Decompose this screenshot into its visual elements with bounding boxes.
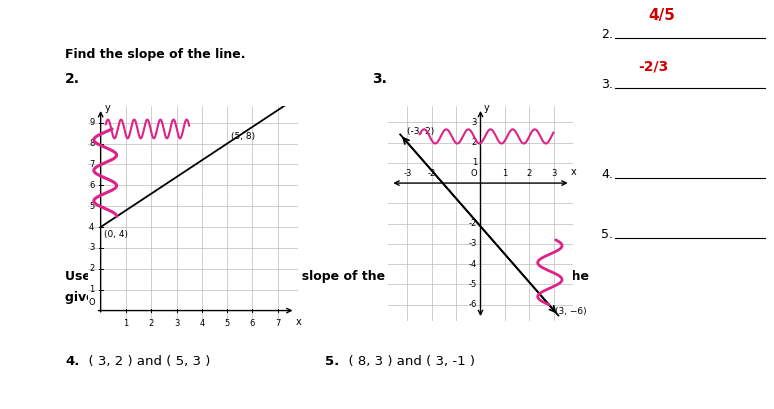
Text: 2: 2 <box>471 138 477 147</box>
Text: x: x <box>296 317 301 327</box>
Text: 5.: 5. <box>601 228 613 241</box>
Text: Use the slope formula to find the slope of the line that passes through the
give: Use the slope formula to find the slope … <box>65 270 589 304</box>
Text: 4/5: 4/5 <box>648 8 675 23</box>
Text: 3.: 3. <box>372 72 387 86</box>
Text: 1: 1 <box>471 158 477 167</box>
Text: O: O <box>471 169 477 178</box>
Text: 2: 2 <box>526 169 532 178</box>
Text: 1: 1 <box>123 319 128 328</box>
Text: 5: 5 <box>89 202 94 211</box>
Text: 2.: 2. <box>65 72 80 86</box>
Text: 3: 3 <box>174 319 180 328</box>
Text: 4.: 4. <box>65 355 80 368</box>
Text: 7: 7 <box>89 160 94 169</box>
Text: 4: 4 <box>89 222 94 231</box>
Text: 9: 9 <box>89 118 94 127</box>
Text: -4: -4 <box>468 260 477 269</box>
Text: 3.: 3. <box>601 78 613 91</box>
Text: (-3, 2): (-3, 2) <box>407 128 435 137</box>
Text: (5, 8): (5, 8) <box>231 133 255 142</box>
Text: 4.: 4. <box>601 168 613 181</box>
Text: 3: 3 <box>471 118 477 127</box>
Text: 6: 6 <box>250 319 255 328</box>
Text: y: y <box>485 103 490 113</box>
Text: -2: -2 <box>468 219 477 228</box>
Text: 3: 3 <box>551 169 557 178</box>
Text: 7: 7 <box>275 319 280 328</box>
Text: 6: 6 <box>89 181 94 190</box>
Text: y: y <box>104 103 110 113</box>
Text: 4: 4 <box>199 319 204 328</box>
Text: 1: 1 <box>502 169 508 178</box>
Text: 1: 1 <box>89 285 94 294</box>
Text: ( 8, 3 ) and ( 3, -1 ): ( 8, 3 ) and ( 3, -1 ) <box>340 355 475 368</box>
Text: 2.: 2. <box>601 28 613 41</box>
Text: 8: 8 <box>89 139 94 148</box>
Text: -2/3: -2/3 <box>638 60 668 74</box>
Text: -3: -3 <box>403 169 412 178</box>
Text: 3: 3 <box>89 243 94 252</box>
Text: Find the slope of the line.: Find the slope of the line. <box>65 48 245 61</box>
Text: -6: -6 <box>468 300 477 309</box>
Text: -3: -3 <box>468 239 477 248</box>
Text: O: O <box>89 299 96 308</box>
Text: -5: -5 <box>468 280 477 289</box>
Text: ( 3, 2 ) and ( 5, 3 ): ( 3, 2 ) and ( 5, 3 ) <box>80 355 211 368</box>
Text: (0, 4): (0, 4) <box>104 230 128 239</box>
Text: 5: 5 <box>224 319 230 328</box>
Text: 2: 2 <box>89 264 94 273</box>
Text: (3, −6): (3, −6) <box>555 307 587 316</box>
Text: 5.: 5. <box>325 355 339 368</box>
Text: 2: 2 <box>149 319 154 328</box>
Text: x: x <box>570 167 577 177</box>
Text: -2: -2 <box>428 169 436 178</box>
